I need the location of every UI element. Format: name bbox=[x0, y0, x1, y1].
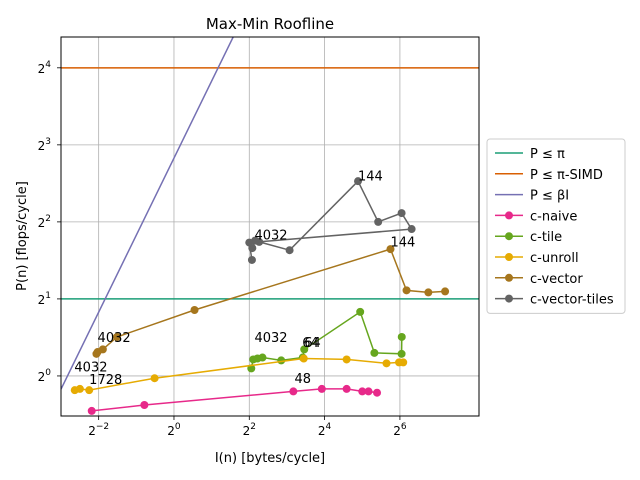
data-point bbox=[373, 388, 382, 397]
x-tick-label: 20 bbox=[167, 422, 181, 438]
y-tick-label: 20 bbox=[38, 368, 52, 384]
data-point bbox=[87, 406, 96, 415]
data-point bbox=[370, 348, 379, 357]
data-point bbox=[98, 345, 107, 354]
point-annotation: 4032 bbox=[98, 331, 131, 346]
data-point bbox=[255, 237, 264, 246]
data-point bbox=[245, 238, 254, 247]
point-annotation: 4032 bbox=[254, 331, 287, 346]
y-tick-label: 24 bbox=[38, 60, 52, 76]
x-tick-label: 24 bbox=[318, 422, 332, 438]
data-point bbox=[397, 349, 406, 358]
data-point bbox=[190, 306, 199, 315]
legend-marker bbox=[505, 211, 513, 220]
data-point bbox=[150, 374, 159, 383]
y-tick-label: 21 bbox=[38, 291, 51, 307]
roof-lines bbox=[61, 37, 479, 390]
x-tick-label: 26 bbox=[393, 422, 407, 438]
data-point bbox=[356, 307, 365, 316]
legend-label: c-naive bbox=[530, 209, 577, 224]
y-tick-label: 22 bbox=[38, 214, 51, 230]
legend-marker bbox=[505, 232, 513, 241]
series-lines bbox=[70, 177, 450, 415]
data-point bbox=[364, 387, 373, 396]
legend: P ≤ π P ≤ π-SIMD P ≤ βI c-naive c-tile c-unro… bbox=[486, 138, 626, 314]
legend-label: P ≤ βI bbox=[530, 189, 569, 204]
roof-line bbox=[61, 37, 235, 390]
data-point bbox=[441, 287, 450, 296]
legend-marker bbox=[505, 273, 513, 282]
data-point bbox=[397, 332, 406, 341]
legend-label: c-unroll bbox=[530, 251, 579, 266]
data-point bbox=[289, 387, 298, 396]
data-point bbox=[397, 209, 406, 218]
point-annotation: 64 bbox=[302, 336, 319, 351]
legend-box bbox=[486, 138, 626, 314]
data-point bbox=[285, 246, 294, 255]
x-axis-label: I(n) [bytes/cycle] bbox=[215, 451, 325, 466]
data-point bbox=[407, 225, 416, 234]
x-tick-label: 2−2 bbox=[88, 422, 109, 438]
data-point bbox=[247, 255, 256, 264]
data-point bbox=[112, 332, 121, 341]
data-point bbox=[258, 353, 267, 362]
data-point bbox=[424, 288, 433, 297]
point-annotation: 64 bbox=[304, 336, 321, 351]
data-point bbox=[382, 359, 391, 368]
data-point bbox=[358, 387, 367, 396]
chart-title: Max-Min Roofline bbox=[206, 15, 334, 33]
data-point bbox=[75, 384, 84, 393]
data-point bbox=[299, 354, 308, 363]
data-point bbox=[342, 355, 351, 364]
axis-ticks: 2−2 20 22 24 26 20 21 22 23 24 bbox=[38, 60, 407, 438]
point-annotation: 1728 bbox=[89, 373, 122, 388]
legend-label: P ≤ π-SIMD bbox=[530, 168, 603, 183]
data-point bbox=[386, 245, 395, 254]
legend-label: c-tile bbox=[530, 230, 562, 245]
point-annotation: 4032 bbox=[74, 361, 107, 376]
data-point bbox=[140, 400, 149, 409]
legend-label: P ≤ π bbox=[530, 147, 565, 162]
data-point bbox=[374, 217, 383, 226]
legend-marker bbox=[505, 294, 513, 303]
y-tick-label: 23 bbox=[38, 137, 51, 153]
data-point bbox=[85, 386, 94, 395]
legend-label: c-vector-tiles bbox=[530, 293, 614, 308]
data-point bbox=[399, 358, 408, 367]
legend-label: c-vector bbox=[530, 272, 583, 287]
data-point bbox=[342, 384, 351, 393]
plot-frame bbox=[60, 36, 480, 417]
point-annotation: 48 bbox=[295, 372, 312, 387]
legend-marker bbox=[505, 253, 513, 261]
data-point bbox=[354, 177, 363, 186]
x-tick-label: 22 bbox=[243, 422, 256, 438]
y-axis-label: P(n) [flops/cycle] bbox=[15, 181, 30, 291]
data-point bbox=[317, 384, 326, 393]
data-point bbox=[402, 286, 411, 295]
data-point bbox=[300, 345, 309, 354]
point-annotation: 144 bbox=[358, 170, 383, 185]
point-annotation: 4032 bbox=[254, 228, 287, 243]
point-annotation: 144 bbox=[390, 236, 415, 251]
